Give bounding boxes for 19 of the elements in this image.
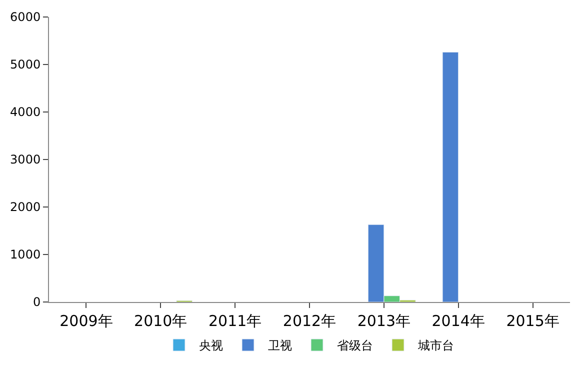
- y-tick-label: 3000: [10, 152, 41, 167]
- x-tick-label: 2011年: [208, 312, 262, 330]
- x-tick-label: 2012年: [282, 312, 336, 330]
- x-tick-label: 2009年: [60, 312, 113, 330]
- y-tick-label: 5000: [10, 58, 41, 72]
- bar: [442, 52, 459, 302]
- y-tick-label: 0: [32, 295, 41, 310]
- y-tick-label: 6000: [10, 10, 41, 24]
- legend-label: 央视: [199, 338, 223, 353]
- x-tick-label: 2010年: [134, 312, 188, 330]
- x-tick-label: 2013年: [357, 312, 411, 330]
- y-tick-label: 4000: [10, 105, 41, 120]
- x-tick-label: 2015年: [506, 312, 560, 330]
- legend-label: 城市台: [417, 338, 454, 353]
- y-tick-label: 2000: [10, 200, 41, 214]
- x-tick-label: 2014年: [432, 312, 485, 330]
- y-tick-label: 1000: [10, 248, 41, 262]
- legend-label: 省级台: [337, 338, 373, 353]
- legend-label: 卫视: [268, 338, 292, 353]
